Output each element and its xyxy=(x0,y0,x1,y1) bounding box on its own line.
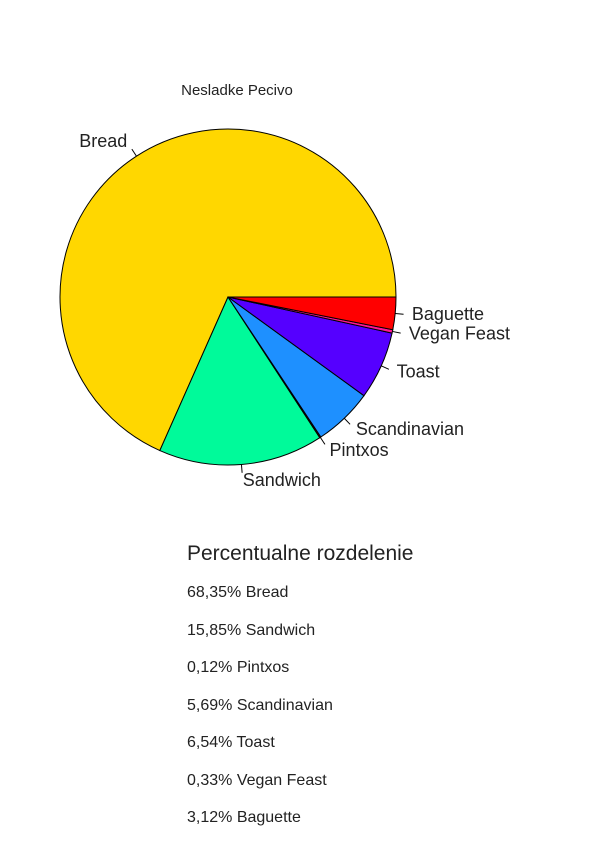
pie-slice-baguette xyxy=(227,296,397,331)
breakdown-list: 68,35% Bread 15,85% Sandwich 0,12% Pintx… xyxy=(187,582,333,845)
pie-label-sandwich: Sandwich xyxy=(243,470,321,490)
pie-slice-bread xyxy=(59,128,397,452)
leader-line-bread xyxy=(131,148,137,157)
breakdown-item-bread: 68,35% Bread xyxy=(187,584,289,601)
breakdown-item-vegan-feast: 0,33% Vegan Feast xyxy=(187,771,327,789)
pie-chart: Nesladke Pecivo Bread Sandwich PintxosScan… xyxy=(59,82,510,490)
breakdown-item-baguette: 3,12% Baguette xyxy=(187,809,301,826)
breakdown-item-scandinavian: 5,69% Scandinavian xyxy=(187,696,333,714)
pie-label-bread: Bread xyxy=(79,131,127,151)
pie-label-scandinavian: Scandinavian xyxy=(356,419,464,439)
breakdown-item-sandwich: 15,85% Sandwich xyxy=(187,621,316,639)
pie-label-vegan-feast: Vegan Feast xyxy=(409,324,510,344)
pie-slice-sandwich xyxy=(159,295,321,466)
pie-label-baguette: Baguette xyxy=(412,304,484,324)
breakdown-item-pintxos: 0,12% Pintxos xyxy=(187,659,290,676)
leader-line-scandinavian xyxy=(343,417,351,425)
pie-label-toast: Toast xyxy=(397,361,440,381)
leader-line-pintxos xyxy=(319,437,326,445)
leader-line-vegan-feast xyxy=(392,330,401,334)
leader-line-sandwich xyxy=(240,464,243,473)
pie-label-pintxos: Pintxos xyxy=(330,440,389,460)
breakdown-heading: Percentualne rozdelenie xyxy=(187,542,414,565)
pie-slices xyxy=(59,128,397,466)
leader-line-toast xyxy=(381,365,390,370)
leader-line-baguette xyxy=(395,312,404,315)
breakdown-item-toast: 6,54% Toast xyxy=(187,734,275,751)
chart-title: Nesladke Pecivo xyxy=(181,82,293,99)
